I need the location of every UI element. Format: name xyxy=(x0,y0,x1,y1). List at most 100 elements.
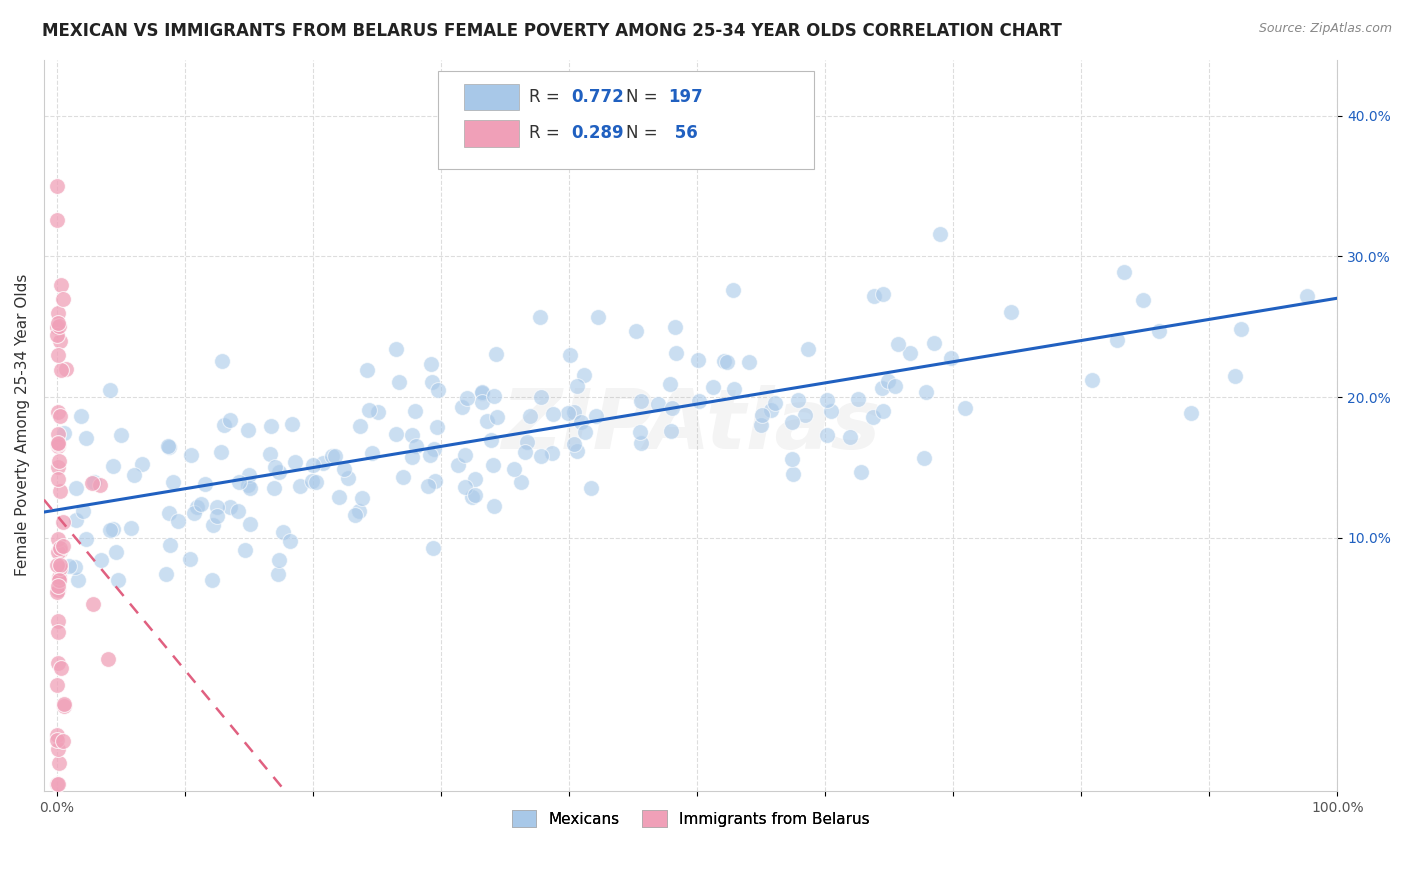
Point xyxy=(464,487,486,501)
Point xyxy=(48,319,70,334)
Point xyxy=(780,415,803,429)
Point xyxy=(423,474,446,488)
Point xyxy=(513,445,536,459)
Point xyxy=(53,697,76,711)
Point xyxy=(323,449,346,463)
Point xyxy=(207,508,229,523)
Point xyxy=(328,490,350,504)
Point xyxy=(862,289,884,303)
Point xyxy=(759,403,782,417)
Point xyxy=(209,444,232,458)
Point xyxy=(659,424,682,438)
Point xyxy=(46,533,69,547)
Point xyxy=(46,558,69,572)
Point xyxy=(65,513,87,527)
Point xyxy=(780,451,803,466)
Legend: Mexicans, Immigrants from Belarus: Mexicans, Immigrants from Belarus xyxy=(503,803,877,834)
Point xyxy=(558,347,581,361)
Point xyxy=(52,733,75,747)
Point xyxy=(820,404,842,418)
Point xyxy=(359,403,381,417)
Point xyxy=(105,545,128,559)
Point xyxy=(953,401,976,415)
Point xyxy=(1180,406,1202,420)
Point xyxy=(269,465,291,479)
Point xyxy=(786,392,808,407)
Point xyxy=(183,506,205,520)
Point xyxy=(52,292,75,306)
Point xyxy=(519,409,541,423)
Point xyxy=(110,427,132,442)
Point xyxy=(75,431,97,445)
Y-axis label: Female Poverty Among 25-34 Year Olds: Female Poverty Among 25-34 Year Olds xyxy=(15,274,30,576)
Point xyxy=(211,354,233,368)
Point xyxy=(260,419,283,434)
Point xyxy=(46,625,69,640)
Point xyxy=(392,469,415,483)
Point xyxy=(482,389,505,403)
Point xyxy=(423,442,446,457)
Point xyxy=(48,756,70,770)
Point xyxy=(46,348,69,362)
Point xyxy=(1230,322,1253,336)
Point xyxy=(872,286,894,301)
FancyBboxPatch shape xyxy=(439,70,814,169)
Point xyxy=(574,425,596,439)
Point xyxy=(939,351,962,366)
Point xyxy=(456,391,478,405)
Point xyxy=(624,324,647,338)
Point xyxy=(46,320,69,334)
Point xyxy=(236,423,259,437)
Point xyxy=(48,453,70,467)
Point xyxy=(228,475,250,490)
Point xyxy=(124,467,146,482)
Point xyxy=(46,439,69,453)
Point xyxy=(356,363,378,377)
Point xyxy=(212,417,235,432)
Point xyxy=(46,306,69,320)
Point xyxy=(46,436,69,450)
Point xyxy=(45,179,67,194)
Point xyxy=(46,545,69,559)
Point xyxy=(52,698,75,713)
Point xyxy=(1132,293,1154,308)
Point xyxy=(48,777,70,791)
Point xyxy=(98,523,121,537)
Point xyxy=(887,336,910,351)
Point xyxy=(870,381,893,395)
Point xyxy=(658,377,681,392)
Point xyxy=(664,320,686,334)
Point xyxy=(101,459,124,474)
Text: ZIPAtlas: ZIPAtlas xyxy=(501,384,880,466)
Point xyxy=(1295,289,1317,303)
Point xyxy=(751,408,773,422)
Point xyxy=(49,334,72,348)
Point xyxy=(120,521,142,535)
Point xyxy=(475,414,498,428)
Point xyxy=(48,405,70,419)
Point xyxy=(233,543,256,558)
Point xyxy=(361,445,384,459)
Point xyxy=(263,481,285,495)
Point xyxy=(45,678,67,692)
Text: 197: 197 xyxy=(669,88,703,106)
Point xyxy=(267,552,290,566)
Point xyxy=(567,378,589,392)
Point xyxy=(471,395,494,409)
Point xyxy=(321,450,343,464)
Point xyxy=(101,522,124,536)
Point xyxy=(46,584,69,599)
Point xyxy=(567,444,589,458)
Point xyxy=(259,446,281,460)
Text: MEXICAN VS IMMIGRANTS FROM BELARUS FEMALE POVERTY AMONG 25-34 YEAR OLDS CORRELAT: MEXICAN VS IMMIGRANTS FROM BELARUS FEMAL… xyxy=(42,22,1062,40)
Point xyxy=(53,426,76,441)
Point xyxy=(482,500,505,514)
Text: R =: R = xyxy=(529,125,565,143)
Point xyxy=(1000,305,1022,319)
Point xyxy=(65,481,87,495)
Point xyxy=(738,355,761,369)
Point xyxy=(485,410,508,425)
Point xyxy=(98,383,121,397)
Point xyxy=(48,460,70,475)
Point xyxy=(267,567,290,582)
